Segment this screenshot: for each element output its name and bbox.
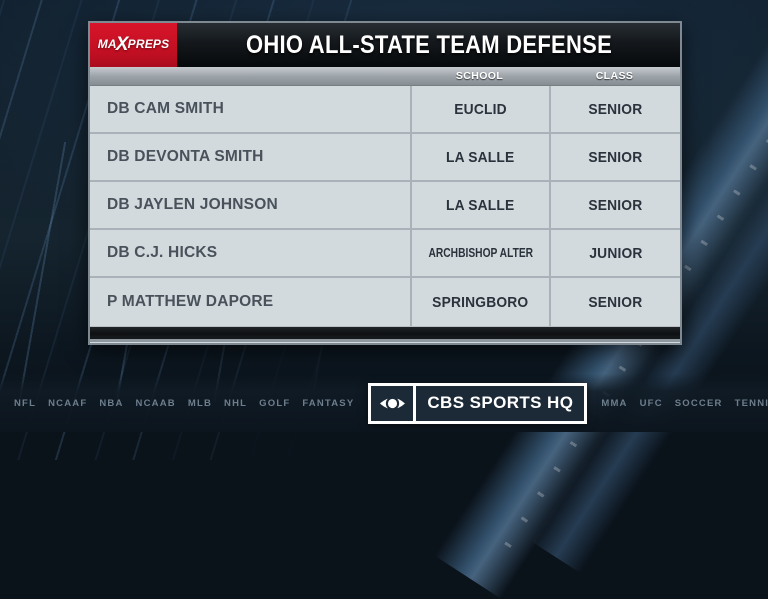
maxpreps-x-glyph: X: [115, 34, 129, 55]
cbs-sports-hq-logo: CBS SPORTS HQ: [368, 382, 588, 424]
player-table: DB CAM SMITH EUCLID SENIOR DB DEVONTA SM…: [90, 86, 680, 326]
player-class-cell: SENIOR: [549, 278, 680, 326]
column-header-class: CLASS: [595, 70, 634, 82]
allstate-team-panel: MAXPREPS OHIO ALL-STATE TEAM DEFENSE SCH…: [88, 21, 682, 345]
cbs-logo-divider: [413, 385, 417, 421]
cbs-sports-hq-wordmark: CBS SPORTS HQ: [427, 393, 574, 412]
player-row: DB CAM SMITH EUCLID SENIOR: [90, 86, 680, 134]
panel-title-bar: MAXPREPS OHIO ALL-STATE TEAM DEFENSE: [90, 23, 680, 67]
ticker-sport-item: NBA: [99, 397, 124, 409]
player-name-cell: DB CAM SMITH: [107, 100, 225, 117]
ticker-sport-item: SOCCER: [674, 397, 723, 409]
player-name-cell: DB DEVONTA SMITH: [107, 148, 264, 165]
maxpreps-logo: MAXPREPS: [90, 23, 177, 67]
cbs-eye-icon: [371, 386, 413, 421]
ticker-sport-item: MLB: [187, 397, 213, 409]
player-name-cell: P MATTHEW DAPORE: [107, 293, 274, 310]
ticker-left-items: NFL NCAAF NBA NCAAB MLB NHL GOLF FANTASY: [14, 398, 354, 409]
player-class-cell: SENIOR: [549, 86, 680, 132]
player-school-cell: LA SALLE: [410, 182, 549, 228]
column-header-school: SCHOOL: [455, 70, 504, 82]
player-school-cell: ARCHBISHOP ALTER: [410, 230, 549, 276]
player-row: DB C.J. HICKS ARCHBISHOP ALTER JUNIOR: [90, 230, 680, 278]
table-column-header: SCHOOL CLASS: [90, 67, 680, 86]
player-school-cell: LA SALLE: [410, 134, 549, 180]
player-school-cell: SPRINGBORO: [410, 278, 549, 326]
player-name-cell: DB C.J. HICKS: [107, 244, 218, 261]
panel-title: OHIO ALL-STATE TEAM DEFENSE: [245, 30, 612, 59]
player-row: P MATTHEW DAPORE SPRINGBORO SENIOR: [90, 278, 680, 326]
player-class-cell: SENIOR: [549, 134, 680, 180]
ticker-sport-item: MMA: [601, 397, 628, 409]
ticker-sport-item: NHL: [224, 397, 248, 409]
player-school-cell: EUCLID: [410, 86, 549, 132]
player-row: DB DEVONTA SMITH LA SALLE SENIOR: [90, 134, 680, 182]
ticker-sport-item: NCAAB: [135, 397, 176, 409]
ticker-sport-item: TENNIS: [734, 397, 768, 409]
ticker-sport-item: UFC: [639, 397, 663, 409]
ticker-right-items: MMA UFC SOCCER TENNIS NASCAR OLYMPICS HI…: [601, 398, 768, 409]
ticker-sport-item: NFL: [14, 397, 37, 409]
ticker-sport-item: GOLF: [259, 397, 291, 409]
sports-category-ticker: NFL NCAAF NBA NCAAB MLB NHL GOLF FANTASY…: [0, 374, 768, 432]
maxpreps-wordmark: MAXPREPS: [97, 34, 170, 55]
player-class-cell: JUNIOR: [549, 230, 680, 276]
panel-bottom-bar: [90, 326, 680, 342]
ticker-sport-item: NCAAF: [48, 397, 88, 409]
player-class-cell: SENIOR: [549, 182, 680, 228]
player-name-cell: DB JAYLEN JOHNSON: [107, 196, 278, 213]
ticker-sport-item: FANTASY: [302, 397, 355, 409]
player-row: DB JAYLEN JOHNSON LA SALLE SENIOR: [90, 182, 680, 230]
